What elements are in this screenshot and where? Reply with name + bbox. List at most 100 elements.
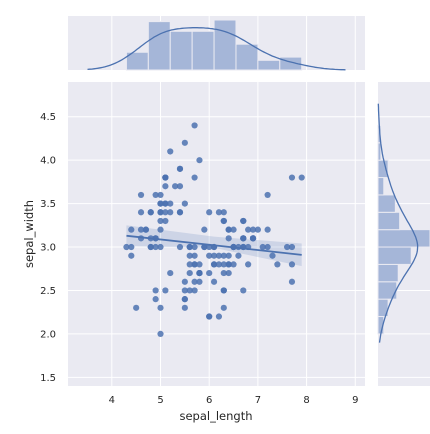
right-marginal-histogram — [377, 82, 430, 386]
scatter-point — [191, 122, 198, 129]
scatter-point — [157, 226, 164, 233]
scatter-point — [167, 200, 174, 207]
scatter-point — [240, 217, 247, 225]
x-tick-label: 6 — [206, 395, 212, 406]
y-tick-label: 2.5 — [40, 286, 56, 297]
scatter-point — [215, 313, 223, 320]
scatter-point — [254, 226, 261, 233]
scatter-point — [157, 304, 164, 311]
scatter-point — [220, 287, 227, 294]
scatter-point — [220, 269, 227, 277]
scatter-point — [210, 261, 218, 268]
scatter-point — [225, 235, 232, 242]
scatter-point — [142, 226, 150, 233]
scatter-point — [128, 252, 135, 259]
scatter-point — [157, 330, 164, 337]
scatter-point — [191, 243, 198, 251]
scatter-point — [157, 209, 164, 216]
scatter-point — [162, 287, 169, 294]
scatter-point — [206, 269, 213, 277]
right-histogram-bar — [377, 281, 398, 300]
scatter-point — [230, 261, 237, 268]
scatter-point — [264, 226, 271, 233]
scatter-point — [274, 261, 281, 268]
scatter-point — [240, 287, 247, 294]
scatter-point — [220, 217, 227, 225]
y-tick-label: 4.5 — [40, 112, 56, 123]
scatter-point — [240, 235, 247, 242]
scatter-point — [220, 209, 227, 216]
scatter-point — [181, 296, 188, 303]
top-histogram-bar — [257, 59, 281, 71]
scatter-point — [245, 261, 252, 268]
scatter-point — [128, 226, 135, 233]
scatter-point — [259, 243, 266, 251]
right-histogram-bar — [377, 263, 399, 283]
scatter-point — [225, 252, 232, 259]
top-histogram-bar — [213, 19, 237, 71]
scatter-point — [210, 278, 218, 285]
top-histogram-bar — [235, 43, 259, 71]
y-axis-label: sepal_width — [22, 200, 36, 268]
scatter-point — [288, 261, 296, 268]
y-tick-label: 4.0 — [40, 156, 56, 167]
x-tick-label: 7 — [255, 395, 261, 406]
right-histogram-bar — [377, 211, 401, 231]
scatter-point — [176, 165, 184, 172]
scatter-point — [201, 243, 208, 251]
scatter-point — [206, 209, 213, 216]
y-tick-label: 1.5 — [40, 373, 56, 384]
scatter-point — [283, 243, 291, 251]
x-tick-label: 5 — [157, 395, 163, 406]
scatter-point — [137, 209, 145, 216]
scatter-point — [225, 269, 232, 277]
scatter-point — [167, 269, 174, 277]
x-tick-label: 9 — [352, 395, 358, 406]
scatter-point — [220, 304, 227, 311]
scatter-point — [162, 217, 169, 225]
top-histogram-bar — [191, 30, 215, 71]
x-tick-label: 4 — [109, 395, 115, 406]
scatter-point — [225, 226, 232, 233]
scatter-point — [191, 287, 198, 294]
scatter-point — [196, 269, 203, 277]
scatter-point — [123, 243, 130, 251]
scatter-point — [288, 174, 296, 181]
scatter-point — [157, 217, 164, 225]
scatter-point — [230, 226, 237, 233]
scatter-point — [186, 261, 193, 268]
scatter-point — [186, 269, 193, 277]
y-tick-label: 2.0 — [40, 329, 56, 340]
scatter-point — [133, 304, 140, 311]
scatter-point — [176, 209, 184, 216]
scatter-point — [157, 243, 164, 251]
scatter-point — [167, 209, 174, 216]
right-marginal-kde-curve — [377, 103, 419, 343]
scatter-point — [206, 313, 213, 320]
scatter-point — [269, 252, 276, 259]
right-histogram-bar — [377, 194, 396, 213]
scatter-point — [215, 261, 223, 268]
right-histogram-bar — [377, 246, 412, 265]
scatter-point — [186, 287, 193, 294]
scatter-point — [147, 209, 154, 216]
scatter-point — [152, 296, 159, 303]
scatter-point — [128, 243, 135, 251]
scatter-point — [264, 243, 271, 251]
scatter-point — [191, 278, 198, 285]
scatter-point — [196, 278, 203, 285]
scatter-point — [206, 252, 213, 259]
scatter-point — [167, 148, 174, 155]
scatter-point — [162, 174, 169, 181]
x-axis-label: sepal_length — [179, 409, 252, 423]
scatter-point — [162, 200, 169, 207]
right-histogram-bar — [377, 229, 430, 248]
right-histogram-bar — [377, 177, 385, 196]
scatter-point — [181, 287, 188, 294]
scatter-point — [235, 252, 242, 259]
scatter-point — [181, 139, 188, 146]
scatter-point — [147, 243, 154, 251]
scatter-point — [137, 191, 145, 199]
scatter-point — [186, 252, 193, 259]
